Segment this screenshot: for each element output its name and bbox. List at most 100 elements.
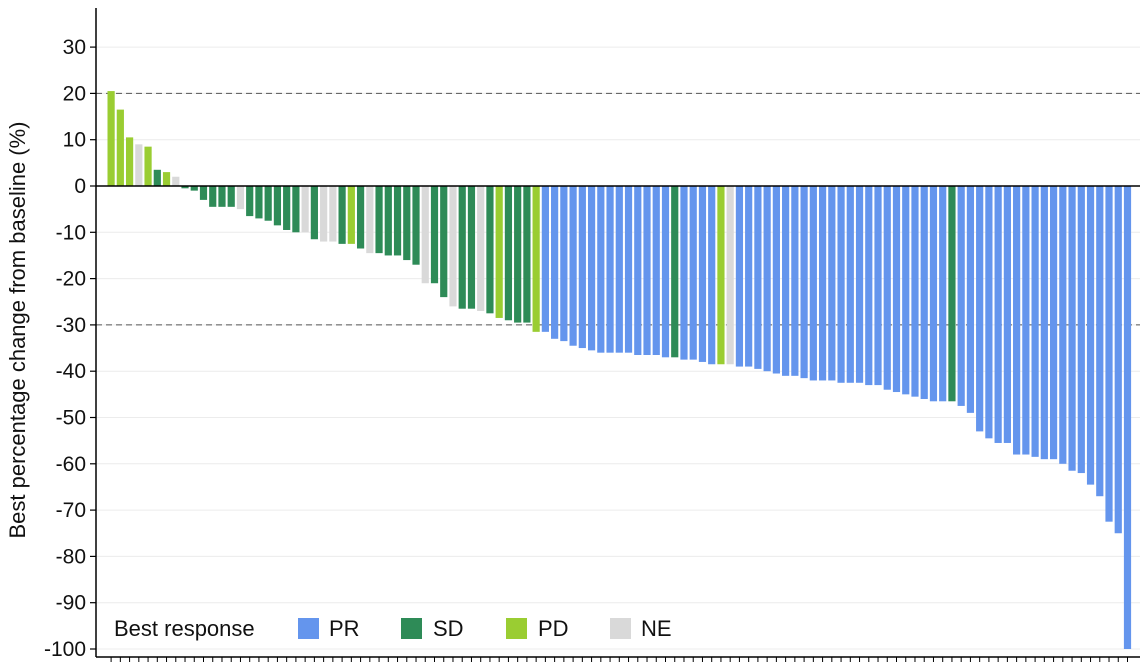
bar-ne (449, 186, 457, 307)
bar-pd (144, 146, 152, 186)
bar-sd (384, 186, 392, 256)
bar-pr (1022, 186, 1030, 455)
bar-pd (125, 137, 134, 186)
bar-pr (597, 186, 605, 353)
bar-ne (477, 186, 485, 312)
bar-pr (1059, 186, 1067, 464)
bar-pr (920, 186, 928, 399)
bar-sd (467, 186, 476, 309)
y-tick-label: 0 (74, 175, 86, 198)
bar-pr (652, 186, 660, 355)
bar-sd (209, 186, 217, 207)
y-tick-label: -80 (56, 545, 86, 568)
bar-ne (236, 186, 245, 210)
bar-sd (153, 169, 161, 186)
bar-sd (440, 186, 448, 298)
bar-pr (624, 186, 633, 353)
bar-pr (902, 186, 910, 395)
y-tick-label: -70 (56, 499, 86, 522)
y-tick-label: -20 (56, 268, 86, 291)
bar-pr (985, 186, 993, 439)
bars (107, 91, 1132, 649)
bar-sd (264, 186, 272, 221)
bar-pr (809, 186, 817, 381)
bar-sd (486, 186, 494, 314)
bar-pr (1096, 186, 1104, 497)
bar-pd (347, 186, 355, 244)
bar-sd (246, 186, 254, 217)
bar-sd (671, 186, 679, 358)
bar-pd (717, 186, 725, 365)
y-tick-label: 10 (63, 129, 86, 152)
bar-ne (366, 186, 374, 254)
bar-sd (190, 186, 198, 191)
y-tick-label: -90 (56, 592, 86, 615)
bar-pr (541, 186, 549, 332)
bar-pr (606, 186, 614, 353)
bar-pr (587, 186, 596, 351)
bar-pd (107, 91, 115, 186)
bar-pr (846, 186, 854, 383)
bar-pr (661, 186, 670, 358)
bar-ne (726, 186, 734, 365)
bar-pd (162, 172, 171, 186)
legend-swatch-pr (298, 618, 319, 639)
bar-pr (615, 186, 623, 353)
y-tick-label: -50 (56, 407, 86, 430)
bar-sd (403, 186, 411, 261)
bar-pr (578, 186, 586, 349)
bar-pr (818, 186, 827, 381)
bar-ne (329, 186, 337, 242)
bar-pr (874, 186, 882, 386)
bar-pr (1031, 186, 1039, 457)
bar-ne (421, 186, 429, 284)
bar-pr (772, 186, 780, 374)
bar-pr (911, 186, 919, 397)
legend: Best response PR SD PD NE (114, 616, 672, 641)
bar-pr (1068, 186, 1076, 471)
legend-swatch-pd (506, 618, 527, 639)
bar-pr (855, 186, 864, 383)
bar-pd (116, 109, 124, 186)
bar-pr (939, 186, 947, 402)
bar-pr (634, 186, 642, 355)
bar-pr (643, 186, 651, 355)
bar-pr (1114, 186, 1122, 534)
bar-pr (1013, 186, 1021, 455)
bar-pr (1123, 186, 1132, 649)
y-tick-label: -30 (56, 314, 86, 337)
y-tick-label: -40 (56, 360, 86, 383)
bar-pr (708, 186, 716, 365)
legend-swatch-sd (401, 618, 422, 639)
bar-pr (1049, 186, 1058, 460)
bar-sd (458, 186, 466, 309)
bar-pr (994, 186, 1002, 443)
bar-pd (495, 186, 503, 318)
bar-pr (1077, 186, 1085, 474)
bar-pr (745, 186, 753, 367)
bar-pr (763, 186, 771, 372)
bar-sd (227, 186, 235, 207)
bar-pr (1003, 186, 1011, 443)
bar-sd (310, 186, 318, 240)
bar-pr (865, 186, 873, 386)
bar-pr (976, 186, 984, 432)
legend-title: Best response (114, 616, 255, 641)
bar-pr (892, 186, 901, 393)
bar-sd (181, 186, 189, 189)
bar-pr (735, 186, 744, 367)
bar-sd (504, 186, 513, 321)
bar-pr (569, 186, 577, 346)
bar-pr (698, 186, 707, 362)
legend-label-pd: PD (538, 616, 569, 641)
bar-sd (514, 186, 522, 323)
bar-ne (135, 144, 143, 186)
bar-pr (560, 186, 568, 342)
bar-sd (338, 186, 346, 244)
bar-pr (966, 186, 975, 413)
bar-sd (948, 186, 956, 402)
bar-sd (393, 186, 402, 256)
bar-pr (1105, 186, 1113, 522)
bar-sd (523, 186, 531, 323)
